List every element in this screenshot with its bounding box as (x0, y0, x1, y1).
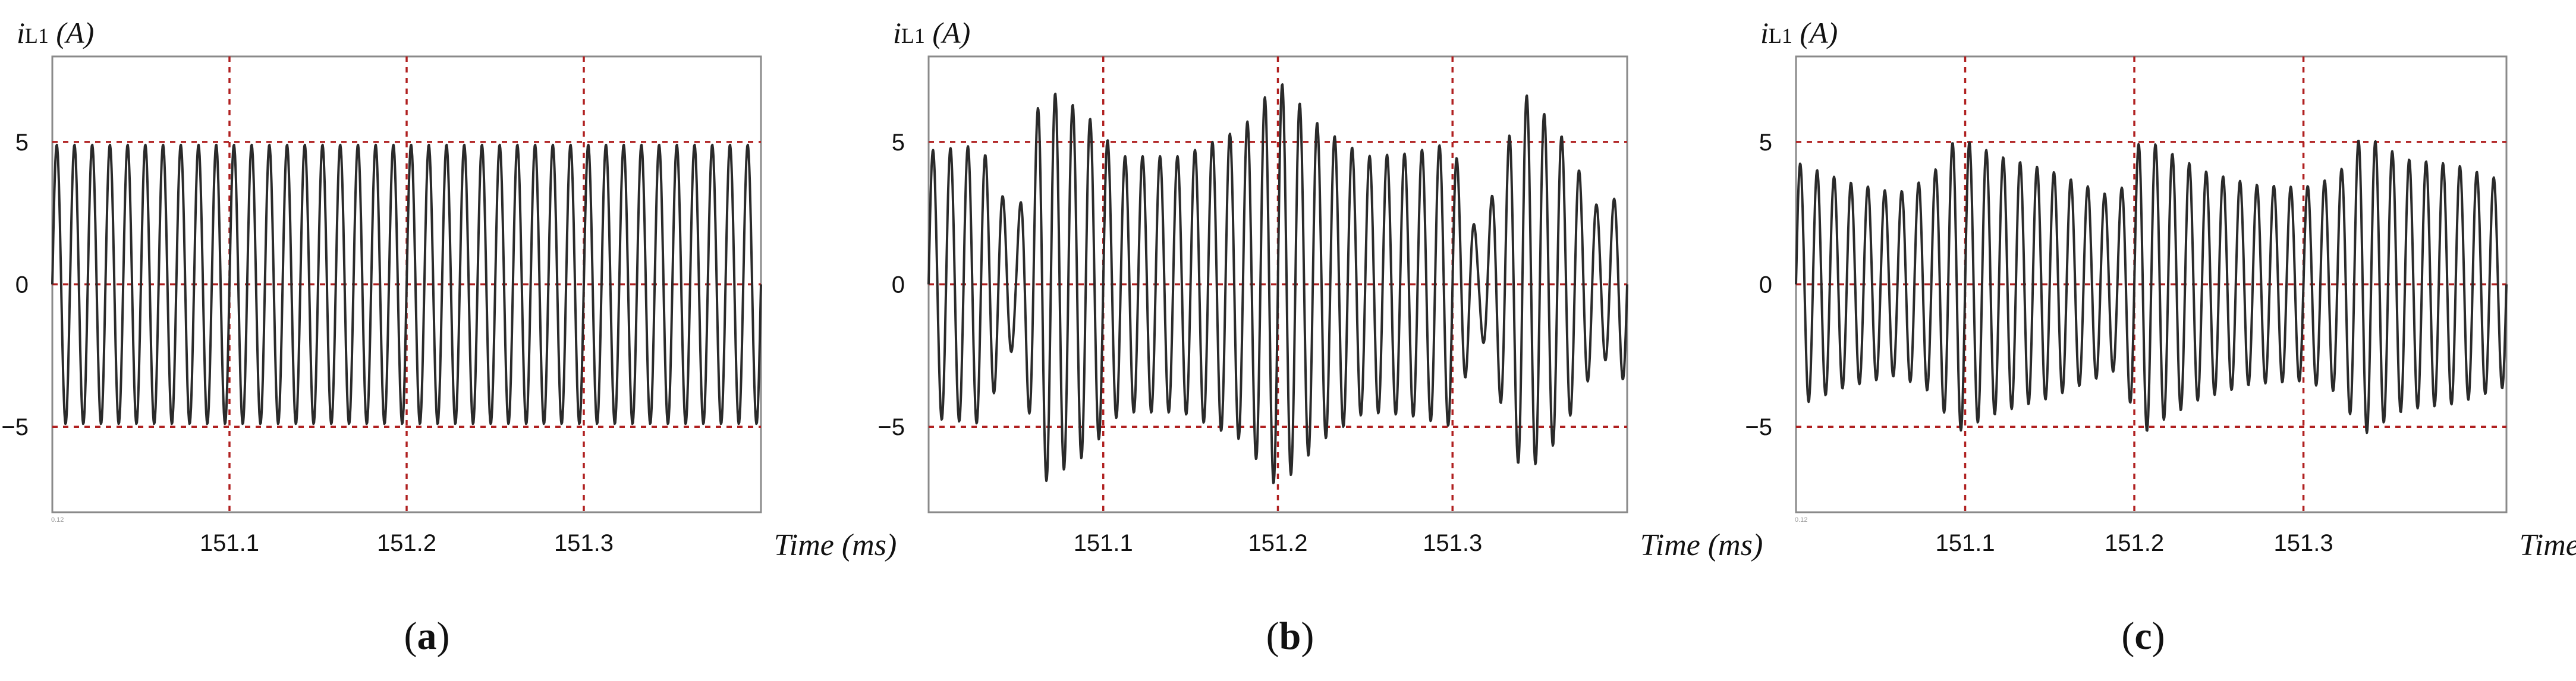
panel-b: 5 0 −5 151.1 151.2 151.3 iL1 (A) Time (ms) (b) (877, 16, 1763, 658)
x-tick-label: 151.3 (1423, 530, 1482, 556)
y-tick-label: 0 (15, 272, 29, 298)
y-axis-label: iL1 (A) (1760, 16, 1838, 49)
y-tick-label: −5 (877, 414, 905, 440)
x-tick-label: 151.1 (1935, 530, 1995, 556)
x-tick-label: 151.2 (2105, 530, 2164, 556)
y-tick-label: 5 (1759, 130, 1772, 156)
y-tick-label: 0 (892, 272, 905, 298)
panel-caption: (a) (404, 614, 450, 658)
x-tick-label: 151.1 (1074, 530, 1133, 556)
y-tick-label: −5 (1, 414, 29, 440)
x-tick-label: 151.1 (200, 530, 259, 556)
series-line-0 (927, 83, 1628, 484)
x-axis-label: Time (ms) (2520, 528, 2576, 562)
panel-caption: (c) (2121, 614, 2165, 658)
panel-caption: (b) (1266, 614, 1314, 658)
origin-label: 0.12 (51, 516, 64, 524)
x-tick-label: 151.3 (554, 530, 614, 556)
y-axis-label: iL1 (A) (17, 16, 94, 49)
x-axis-label: Time (ms) (774, 528, 897, 562)
y-axis-label: iL1 (A) (893, 16, 970, 49)
x-tick-label: 151.3 (2274, 530, 2333, 556)
y-tick-label: 5 (15, 130, 29, 156)
series-line-0 (51, 143, 762, 425)
x-tick-label: 151.2 (377, 530, 436, 556)
x-axis-label: Time (ms) (1640, 528, 1763, 562)
y-tick-label: −5 (1745, 414, 1772, 440)
panel-a: 5 0 −5 151.1 151.2 151.3 0.12 iL1 (A) Time (ms) (… (1, 16, 897, 658)
y-tick-label: 5 (892, 130, 905, 156)
series-line-0 (1795, 140, 2508, 434)
x-tick-label: 151.2 (1248, 530, 1307, 556)
y-tick-label: 0 (1759, 272, 1772, 298)
panel-c: 5 0 −5 151.1 151.2 151.3 0.12 iL1 (A) Time (ms) (… (1745, 16, 2576, 658)
origin-label: 0.12 (1795, 516, 1807, 524)
